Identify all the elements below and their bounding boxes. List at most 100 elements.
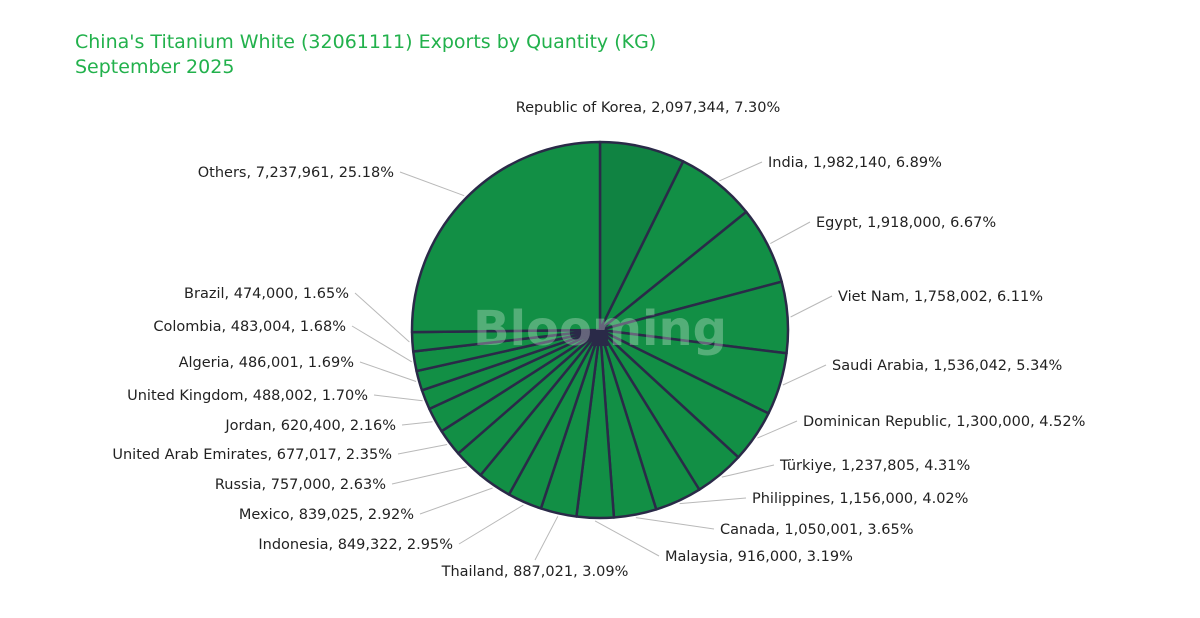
slice-label-percent: 1.65% <box>303 286 349 302</box>
leader-line-united-kingdom <box>373 394 423 402</box>
separator: , <box>331 477 340 493</box>
separator: , <box>329 537 338 553</box>
separator: , <box>798 549 807 565</box>
slice-label-value: 7,237,961 <box>256 165 330 181</box>
leader-line-india <box>719 161 763 182</box>
slice-label-percent: 3.65% <box>867 522 913 538</box>
separator: , <box>775 522 784 538</box>
slice-label-t-rkiye: Türkiye, 1,237,805, 4.31% <box>779 458 970 474</box>
slice-label-percent: 2.35% <box>346 447 392 463</box>
separator: , <box>947 414 956 430</box>
slice-label-india: India, 1,982,140, 6.89% <box>768 155 942 171</box>
separator: , <box>225 286 234 302</box>
separator: , <box>887 155 896 171</box>
leader-line-algeria <box>359 361 417 382</box>
slice-label-value: 474,000 <box>234 286 294 302</box>
slice-label-name: Republic of Korea <box>516 100 642 116</box>
slice-label-percent: 2.92% <box>368 507 414 523</box>
leader-line-malaysia <box>594 520 660 557</box>
leader-lines <box>351 161 833 561</box>
slice-label-saudi-arabia: Saudi Arabia, 1,536,042, 5.34% <box>832 358 1062 374</box>
slice-label-name: Saudi Arabia <box>832 358 924 374</box>
slice-label-value: 839,025 <box>299 507 359 523</box>
slice-label-jordan: Jordan, 620,400, 2.16% <box>224 418 396 434</box>
slice-label-value: 483,004 <box>231 319 291 335</box>
separator: , <box>924 358 933 374</box>
separator: , <box>246 165 255 181</box>
leader-line-united-arab-emirates <box>397 444 448 455</box>
slice-label-value: 1,982,140 <box>813 155 887 171</box>
leader-line-viet-nam <box>790 295 833 318</box>
slice-label-name: Philippines <box>752 491 830 507</box>
separator: , <box>728 549 737 565</box>
separator: , <box>642 100 651 116</box>
separator: , <box>337 447 346 463</box>
leader-line-t-rkiye <box>721 464 775 478</box>
separator: , <box>398 537 407 553</box>
slice-label-name: Algeria <box>179 355 230 371</box>
separator: , <box>268 447 277 463</box>
leader-line-dominican-republic <box>757 420 798 439</box>
slice-label-percent: 7.30% <box>734 100 780 116</box>
slice-label-name: Egypt <box>816 215 858 231</box>
separator: , <box>1030 414 1039 430</box>
slice-label-value: 2,097,344 <box>651 100 725 116</box>
leader-line-brazil <box>354 292 410 343</box>
slice-label-value: 1,156,000 <box>839 491 913 507</box>
slice-label-thailand: Thailand, 887,021, 3.09% <box>441 564 629 580</box>
separator: , <box>504 564 513 580</box>
slice-label-value: 1,237,805 <box>841 458 915 474</box>
slice-label-percent: 3.19% <box>807 549 853 565</box>
slice-label-value: 757,000 <box>271 477 331 493</box>
slice-label-percent: 1.70% <box>322 388 368 404</box>
slice-label-percent: 1.68% <box>300 319 346 335</box>
slice-label-name: Indonesia <box>258 537 328 553</box>
slice-label-name: India <box>768 155 804 171</box>
slice-label-viet-nam: Viet Nam, 1,758,002, 6.11% <box>838 289 1043 305</box>
separator: , <box>294 286 303 302</box>
slice-label-value: 677,017 <box>277 447 337 463</box>
separator: , <box>262 477 271 493</box>
leader-line-egypt <box>770 221 811 245</box>
separator: , <box>299 355 308 371</box>
separator: , <box>1007 358 1016 374</box>
separator: , <box>290 507 299 523</box>
slice-label-percent: 2.16% <box>350 418 396 434</box>
slice-label-value: 486,001 <box>239 355 299 371</box>
slice-label-percent: 3.09% <box>582 564 628 580</box>
slice-label-percent: 2.63% <box>340 477 386 493</box>
slice-label-name: Canada <box>720 522 775 538</box>
slice-label-name: Russia <box>215 477 262 493</box>
slice-label-brazil: Brazil, 474,000, 1.65% <box>184 286 349 302</box>
slice-label-name: Türkiye <box>779 458 832 474</box>
chart-subtitle: September 2025 <box>75 56 235 78</box>
slice-label-name: Dominican Republic <box>803 414 947 430</box>
slice-label-philippines: Philippines, 1,156,000, 4.02% <box>752 491 968 507</box>
slice-label-dominican-republic: Dominican Republic, 1,300,000, 4.52% <box>803 414 1085 430</box>
slice-label-egypt: Egypt, 1,918,000, 6.67% <box>816 215 996 231</box>
separator: , <box>858 522 867 538</box>
slice-label-value: 1,918,000 <box>867 215 941 231</box>
pie-slices <box>410 140 790 520</box>
separator: , <box>359 507 368 523</box>
leader-line-russia <box>391 466 467 485</box>
pie-center-mark <box>592 330 608 346</box>
slice-label-percent: 4.31% <box>924 458 970 474</box>
slice-label-value: 916,000 <box>738 549 798 565</box>
slice-label-name: Jordan <box>224 418 271 434</box>
separator: , <box>832 458 841 474</box>
leader-line-philippines <box>679 497 747 505</box>
separator: , <box>905 289 914 305</box>
leader-line-jordan <box>401 421 433 426</box>
slice-label-percent: 25.18% <box>339 165 394 181</box>
slice-label-percent: 5.34% <box>1016 358 1062 374</box>
slice-label-percent: 4.52% <box>1039 414 1085 430</box>
leader-line-saudi-arabia <box>782 364 827 386</box>
slice-label-indonesia: Indonesia, 849,322, 2.95% <box>258 537 453 553</box>
slice-label-algeria: Algeria, 486,001, 1.69% <box>179 355 354 371</box>
slice-label-name: Malaysia <box>665 549 728 565</box>
slice-label-percent: 2.95% <box>407 537 453 553</box>
slice-label-united-arab-emirates: United Arab Emirates, 677,017, 2.35% <box>112 447 392 463</box>
separator: , <box>913 491 922 507</box>
